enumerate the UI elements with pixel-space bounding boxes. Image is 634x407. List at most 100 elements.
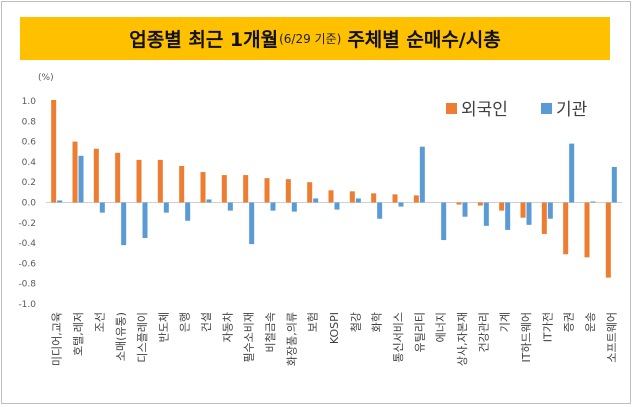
bar-foreign — [499, 202, 505, 211]
bar-institution — [78, 155, 84, 203]
bar-institution — [57, 200, 63, 203]
x-category-label: 화학 — [371, 312, 384, 332]
bar-institution — [526, 202, 532, 225]
bar-institution — [355, 198, 361, 203]
bar-institution — [206, 199, 212, 203]
x-category-label: 소매(유통) — [115, 312, 128, 361]
x-category-label: 디스플레이 — [136, 312, 149, 363]
bar-foreign — [221, 175, 227, 203]
bar-foreign — [285, 179, 291, 203]
legend-swatch — [446, 103, 457, 114]
bar-foreign — [456, 202, 462, 205]
bar-foreign — [584, 202, 590, 258]
bar-institution — [419, 146, 425, 203]
bar-institution — [121, 202, 127, 246]
bar-foreign — [349, 191, 355, 203]
bar-foreign — [93, 148, 99, 203]
x-category-label: 건강관리 — [477, 312, 490, 352]
y-tick-label: -0.8 — [18, 280, 36, 290]
bar-foreign — [51, 99, 57, 203]
x-category-label: 조선 — [93, 312, 106, 332]
title-main-left: 업종별 최근 1개월 — [129, 29, 279, 51]
bar-institution — [611, 166, 617, 203]
bar-institution — [441, 202, 447, 241]
bar-foreign — [563, 202, 569, 255]
x-category-label: 상사,자본재 — [456, 312, 469, 366]
legend-label: 외국인 — [461, 100, 508, 120]
x-category-label: IT하드웨어 — [519, 312, 533, 362]
x-category-label: 운송 — [584, 312, 597, 332]
x-category-label: 소프트웨어 — [605, 312, 618, 363]
bar-institution — [227, 202, 233, 211]
bar-foreign — [243, 175, 249, 203]
x-category-label: 증권 — [563, 312, 576, 332]
bar-institution — [313, 198, 319, 203]
x-category-label: 자동차 — [221, 312, 234, 342]
x-category-label: KOSPI — [328, 312, 341, 344]
bar-foreign — [371, 193, 377, 203]
bar-foreign — [115, 152, 121, 203]
bar-institution — [483, 202, 489, 226]
bar-foreign — [264, 178, 270, 203]
bar-foreign — [392, 194, 398, 203]
bar-foreign — [520, 202, 526, 218]
bar-institution — [99, 202, 105, 213]
x-category-label: 보험 — [307, 312, 320, 332]
bar-institution — [505, 202, 511, 230]
bar-foreign — [136, 159, 142, 203]
bar-institution — [377, 202, 383, 219]
bar-institution — [142, 202, 148, 239]
x-category-label: 철강 — [349, 312, 362, 332]
bar-institution — [398, 202, 404, 207]
x-category-label: 미디어,교육 — [51, 312, 64, 366]
bar-institution — [291, 202, 297, 212]
x-category-label: 기계 — [499, 312, 512, 332]
bar-foreign — [605, 202, 611, 278]
title-main-right: 주체별 순매수/시총 — [347, 29, 501, 51]
bar-institution — [163, 202, 169, 213]
bar-foreign — [328, 190, 334, 203]
title-sub: (6/29 기준) — [279, 32, 342, 46]
y-tick-label: 0.2 — [22, 178, 36, 188]
bar-institution — [569, 143, 575, 203]
x-category-label: 반도체 — [157, 312, 170, 342]
bar-foreign — [413, 195, 419, 203]
bar-institution — [249, 202, 255, 245]
bar-institution — [547, 202, 553, 219]
x-category-label: 에너지 — [435, 312, 448, 342]
y-tick-label: -0.4 — [18, 239, 36, 249]
bar-foreign — [179, 165, 185, 203]
bar-foreign — [477, 202, 483, 206]
x-category-label: 필수소비재 — [243, 312, 256, 363]
x-category-label: 건설 — [200, 312, 213, 332]
y-tick-label: 0.8 — [22, 117, 37, 127]
bar-institution — [270, 202, 276, 211]
chart-title-banner: 업종별 최근 1개월 (6/29 기준) 주체별 순매수/시총 — [20, 17, 610, 60]
y-tick-label: 0.6 — [22, 138, 37, 148]
y-tick-label: 0.0 — [22, 199, 37, 209]
x-category-label: 비철금속 — [264, 312, 277, 352]
bar-institution — [590, 201, 596, 203]
x-category-label: 통신서비스 — [392, 312, 405, 363]
y-tick-label: -0.6 — [18, 259, 36, 269]
bar-institution — [462, 202, 468, 217]
y-tick-label: 1.0 — [22, 97, 37, 107]
bar-institution — [185, 202, 191, 221]
bar-foreign — [307, 182, 313, 203]
x-category-label: 유틸리티 — [413, 312, 426, 352]
bar-institution — [334, 202, 340, 210]
legend-label: 기관 — [556, 100, 587, 120]
x-category-label: IT가전 — [541, 312, 554, 342]
bar-foreign — [200, 172, 206, 203]
legend-swatch — [541, 103, 552, 114]
x-category-label: 화장품,의류 — [285, 312, 298, 366]
bar-foreign — [541, 202, 547, 234]
y-tick-label: -1.0 — [18, 300, 36, 310]
bar-foreign — [72, 141, 78, 203]
y-tick-label: -0.2 — [18, 219, 36, 229]
x-category-label: 호텔,레저 — [72, 312, 85, 356]
bar-foreign — [157, 159, 163, 203]
y-axis-unit-label: (%) — [38, 73, 54, 83]
x-category-label: 은행 — [179, 312, 192, 332]
